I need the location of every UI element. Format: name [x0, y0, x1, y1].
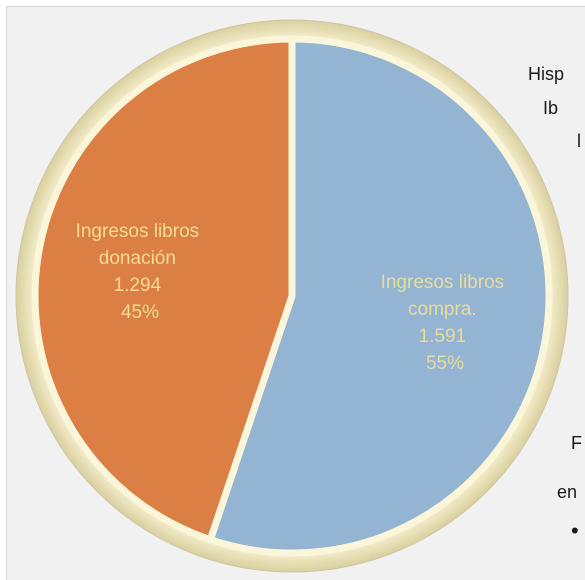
slice-label-compra-line1: Ingresos libros	[381, 272, 505, 293]
slice-label-compra-percent: 55%	[426, 353, 464, 374]
slice-label-donacion-value: 1.294	[114, 275, 162, 296]
background-text-5: en	[557, 482, 578, 502]
slice-label-donacion-line2: donación	[99, 248, 176, 269]
pie-slice-donacion	[31, 35, 296, 544]
slice-label-compra-line2: compra.	[408, 299, 477, 320]
slice-label-compra: Ingresos libros compra. 1.591 55%	[381, 272, 510, 374]
slice-label-donacion-line1: Ingresos libros	[76, 221, 200, 242]
background-text-3: l	[577, 131, 581, 151]
bullet-glyph: •	[571, 518, 579, 543]
slice-label-donacion: Ingresos libros donación 1.294 45%	[76, 221, 205, 323]
background-text-1: Hisp	[528, 64, 565, 84]
slice-label-donacion-percent: 45%	[121, 302, 159, 323]
background-text-2: Ib	[543, 98, 559, 118]
slice-label-compra-value: 1.591	[419, 326, 467, 347]
background-text-4: F	[571, 433, 582, 453]
